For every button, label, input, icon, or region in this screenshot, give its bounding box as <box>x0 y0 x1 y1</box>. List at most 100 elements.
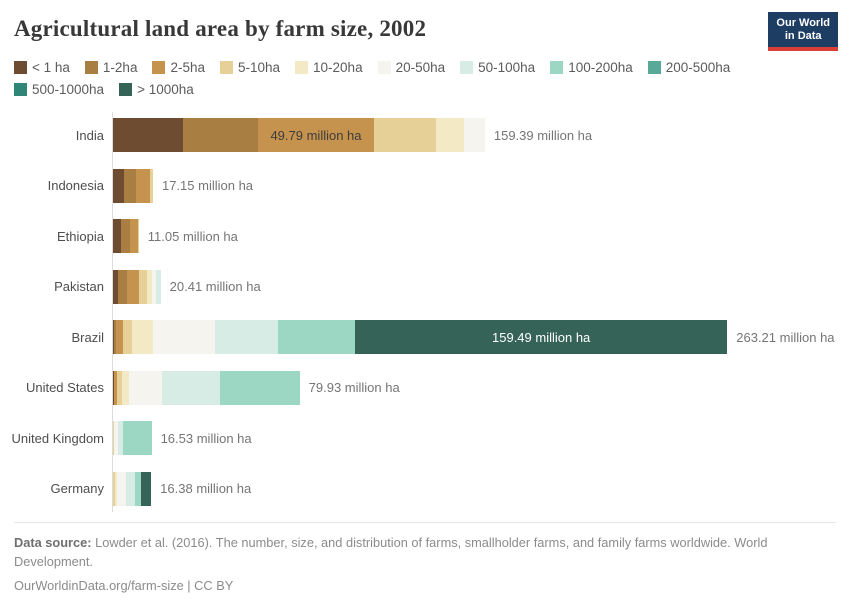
bar-segment <box>113 370 115 405</box>
legend-item: 1-2ha <box>84 60 138 75</box>
data-source-text: Lowder et al. (2016). The number, size, … <box>14 535 768 569</box>
country-label: Indonesia <box>47 178 104 194</box>
stacked-bar <box>113 168 153 203</box>
bar-segment <box>156 269 161 304</box>
bar-segment <box>220 370 300 405</box>
stacked-bar <box>113 370 300 405</box>
bar-segment <box>113 320 115 355</box>
country-label: Germany <box>50 481 104 497</box>
bar-segment <box>115 471 117 506</box>
legend: < 1 ha 1-2ha 2-5ha 5-10ha 10-20ha 20-50ha 50-1… <box>14 60 789 97</box>
bar-segment <box>123 320 132 355</box>
legend-swatch-icon <box>377 61 391 74</box>
bar-segment <box>135 471 142 506</box>
bar-segment: 159.49 million ha <box>355 320 728 355</box>
bar-segment <box>114 370 117 405</box>
bar-segment <box>113 219 121 254</box>
data-source-label: Data source: <box>14 535 92 550</box>
bar-segment <box>113 421 115 456</box>
legend-label: 10-20ha <box>313 60 363 75</box>
footer: Data source: Lowder et al. (2016). The n… <box>14 522 836 596</box>
legend-item: 2-5ha <box>152 60 205 75</box>
legend-item: 20-50ha <box>377 60 445 75</box>
stacked-bar <box>113 421 152 456</box>
stacked-bar: 49.79 million ha <box>113 118 485 153</box>
bar-segment <box>161 370 221 405</box>
legend-item: 5-10ha <box>219 60 281 75</box>
total-value-label: 11.05 million ha <box>147 228 238 244</box>
stacked-bar: 159.49 million ha <box>113 320 728 355</box>
legend-label: 200-500ha <box>665 60 731 75</box>
legend-label: 2-5ha <box>170 60 205 75</box>
bar-segment <box>123 421 152 456</box>
total-value-label: 16.53 million ha <box>160 430 252 446</box>
legend-item: > 1000ha <box>119 82 194 97</box>
chart-row: United Kingdom 16.53 million ha <box>0 413 850 464</box>
stacked-bar-chart: India 49.79 million ha 159.39 million ha In… <box>0 110 850 514</box>
legend-label: 5-10ha <box>237 60 281 75</box>
total-value-label: 159.39 million ha <box>493 127 593 143</box>
y-axis-line <box>112 112 113 512</box>
country-label: Pakistan <box>54 279 104 295</box>
legend-swatch-icon <box>219 61 233 74</box>
bar-segment <box>131 320 154 355</box>
stacked-bar <box>113 219 139 254</box>
legend-swatch-icon <box>295 61 309 74</box>
chart-row: Germany 16.38 million ha <box>0 464 850 515</box>
bar-segment <box>114 320 116 355</box>
bar-segment <box>374 118 436 153</box>
total-value-label: 79.93 million ha <box>308 380 400 396</box>
page-title: Agricultural land area by farm size, 200… <box>14 16 427 41</box>
chart-row: Brazil 159.49 million ha 263.21 million ha <box>0 312 850 363</box>
total-value-label: 263.21 million ha <box>736 329 835 345</box>
legend-label: 50-100ha <box>478 60 536 75</box>
legend-item: 100-200ha <box>550 60 633 75</box>
owid-logo: Our World in Data <box>768 12 838 52</box>
bar-segment <box>124 168 137 203</box>
chart-row: Pakistan 20.41 million ha <box>0 262 850 313</box>
data-source-note: Data source: Lowder et al. (2016). The n… <box>14 534 804 571</box>
bar-segment: 49.79 million ha <box>257 118 375 153</box>
bar-segment <box>141 471 152 506</box>
country-label: United States <box>25 380 104 396</box>
legend-item: 200-500ha <box>647 60 731 75</box>
legend-swatch-icon <box>84 61 98 74</box>
legend-swatch-icon <box>550 61 564 74</box>
legend-label: > 1000ha <box>137 82 194 97</box>
bar-segment <box>139 269 147 304</box>
stacked-bar <box>113 269 161 304</box>
bar-segment <box>116 370 123 405</box>
stacked-bar <box>113 471 152 506</box>
bar-segment <box>117 421 124 456</box>
bar-segment <box>113 471 116 506</box>
bar-segment <box>113 118 183 153</box>
chart-row: United States 79.93 million ha <box>0 363 850 414</box>
owid-logo-line1: Our World <box>776 17 830 29</box>
chart-row: India 49.79 million ha 159.39 million ha <box>0 110 850 161</box>
legend-label: 1-2ha <box>102 60 138 75</box>
bar-segment <box>151 269 157 304</box>
bar-segment <box>129 370 162 405</box>
legend-swatch-icon <box>152 61 166 74</box>
bar-segment <box>113 269 118 304</box>
bar-segment <box>115 320 124 355</box>
legend-label: < 1 ha <box>32 60 70 75</box>
bar-segment <box>122 370 130 405</box>
total-value-label: 17.15 million ha <box>161 178 254 194</box>
bar-segment <box>114 421 118 456</box>
bar-segment <box>117 269 127 304</box>
bar-segment <box>113 168 124 203</box>
legend-swatch-icon <box>460 61 474 74</box>
bar-segment <box>136 168 151 203</box>
segment-value-label: 49.79 million ha <box>270 127 362 143</box>
legend-swatch-icon <box>14 83 27 96</box>
bar-segment <box>153 320 215 355</box>
country-label: India <box>75 127 104 143</box>
bar-segment <box>120 219 131 254</box>
bar-segment <box>126 269 140 304</box>
legend-item: 500-1000ha <box>14 82 104 97</box>
country-label: Ethiopia <box>57 228 104 244</box>
bar-segment <box>277 320 356 355</box>
legend-swatch-icon <box>14 61 27 74</box>
